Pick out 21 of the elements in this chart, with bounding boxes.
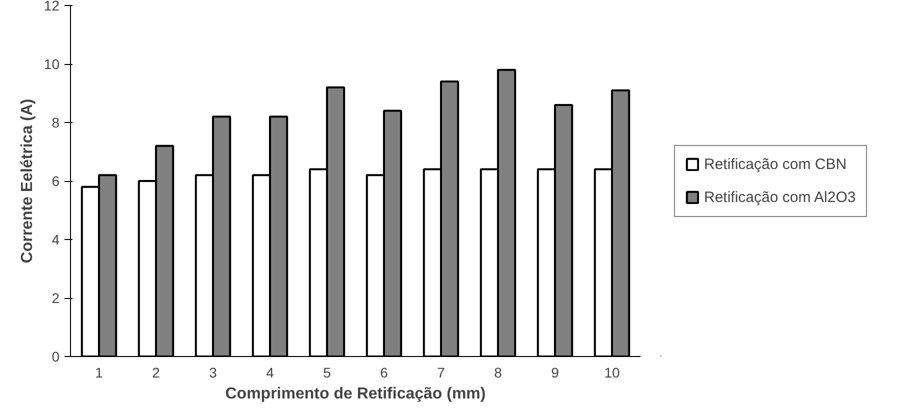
legend-label: Retificação com CBN	[704, 156, 847, 172]
x-tick-label: 6	[380, 364, 388, 380]
x-tick-label: 8	[494, 364, 502, 380]
y-tick-label: 6	[52, 173, 60, 189]
y-tick-label: 4	[52, 232, 60, 248]
x-tick-label: 5	[323, 364, 332, 380]
y-tick-label: 12	[44, 0, 60, 14]
x-axis-title: Comprimento de Retificação (mm)	[225, 386, 486, 402]
legend-label: Retificação com Al2O3	[704, 188, 856, 206]
x-tick-label: 7	[437, 364, 446, 380]
x-tick-label: 3	[209, 364, 218, 380]
x-tick-label: 9	[551, 364, 560, 380]
x-tick-label: 4	[266, 364, 274, 380]
y-tick-label: 2	[52, 290, 60, 306]
y-tick-label: 10	[44, 56, 60, 72]
y-axis-title: Corrente Eelétrica (A)	[18, 98, 36, 264]
y-tick-label: 8	[52, 114, 60, 130]
x-tick-label: 1	[95, 364, 104, 380]
x-tick-label: 2	[152, 364, 160, 380]
y-tick-label: 0	[52, 348, 60, 364]
x-tick-label: 10	[604, 364, 620, 380]
